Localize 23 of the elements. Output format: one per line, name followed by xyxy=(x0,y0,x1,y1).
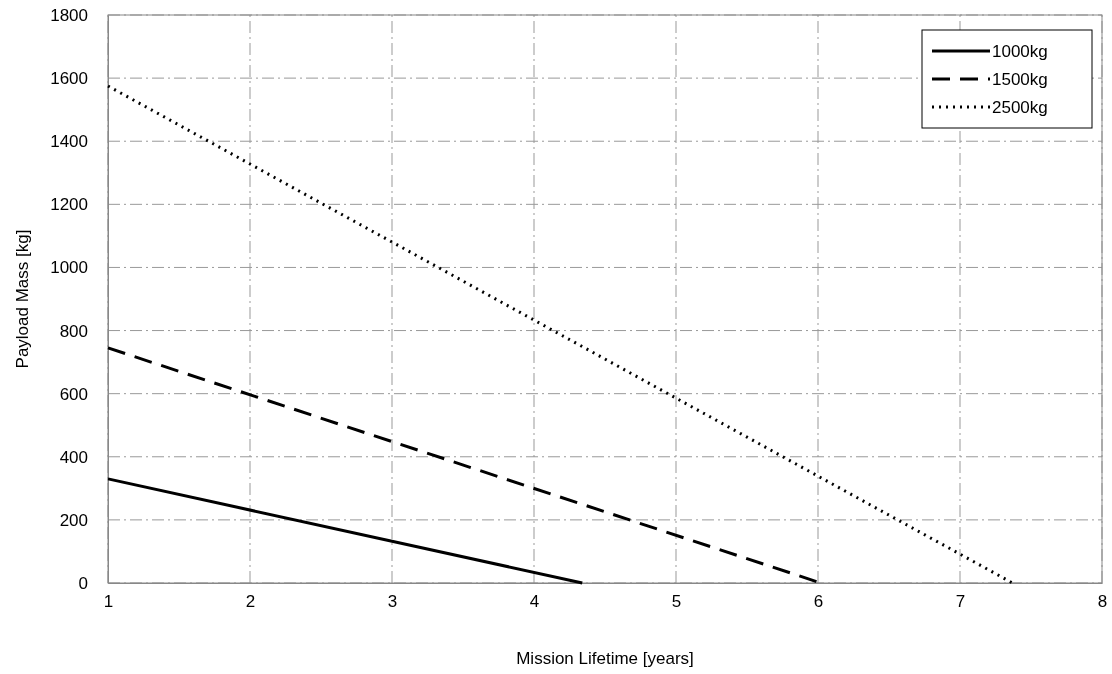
y-tick-label: 200 xyxy=(59,510,88,530)
y-tick-label: 1200 xyxy=(50,195,88,215)
x-tick-label: 4 xyxy=(529,592,540,612)
y-tick-label: 600 xyxy=(59,384,88,404)
x-tick-label: 7 xyxy=(955,592,966,612)
y-tick-label: 800 xyxy=(59,321,88,341)
y-tick-label: 1600 xyxy=(50,69,88,89)
x-tick-label: 1 xyxy=(103,592,114,612)
y-tick-label: 1800 xyxy=(50,5,88,25)
legend-label: 2500kg xyxy=(992,98,1048,117)
x-axis-title: Mission Lifetime [years] xyxy=(516,649,694,668)
y-tick-label: 1000 xyxy=(50,258,88,278)
x-tick-label: 6 xyxy=(813,592,824,612)
x-tick-label: 8 xyxy=(1097,592,1108,612)
legend-label: 1000kg xyxy=(992,42,1048,61)
x-tick-label: 3 xyxy=(387,592,398,612)
y-tick-label: 400 xyxy=(59,447,88,467)
x-tick-label: 5 xyxy=(671,592,682,612)
x-tick-label: 2 xyxy=(245,592,256,612)
y-tick-label: 0 xyxy=(78,573,88,593)
y-axis-title: Payload Mass [kg] xyxy=(13,229,32,369)
y-tick-label: 1400 xyxy=(50,132,88,152)
legend-label: 1500kg xyxy=(992,70,1048,89)
